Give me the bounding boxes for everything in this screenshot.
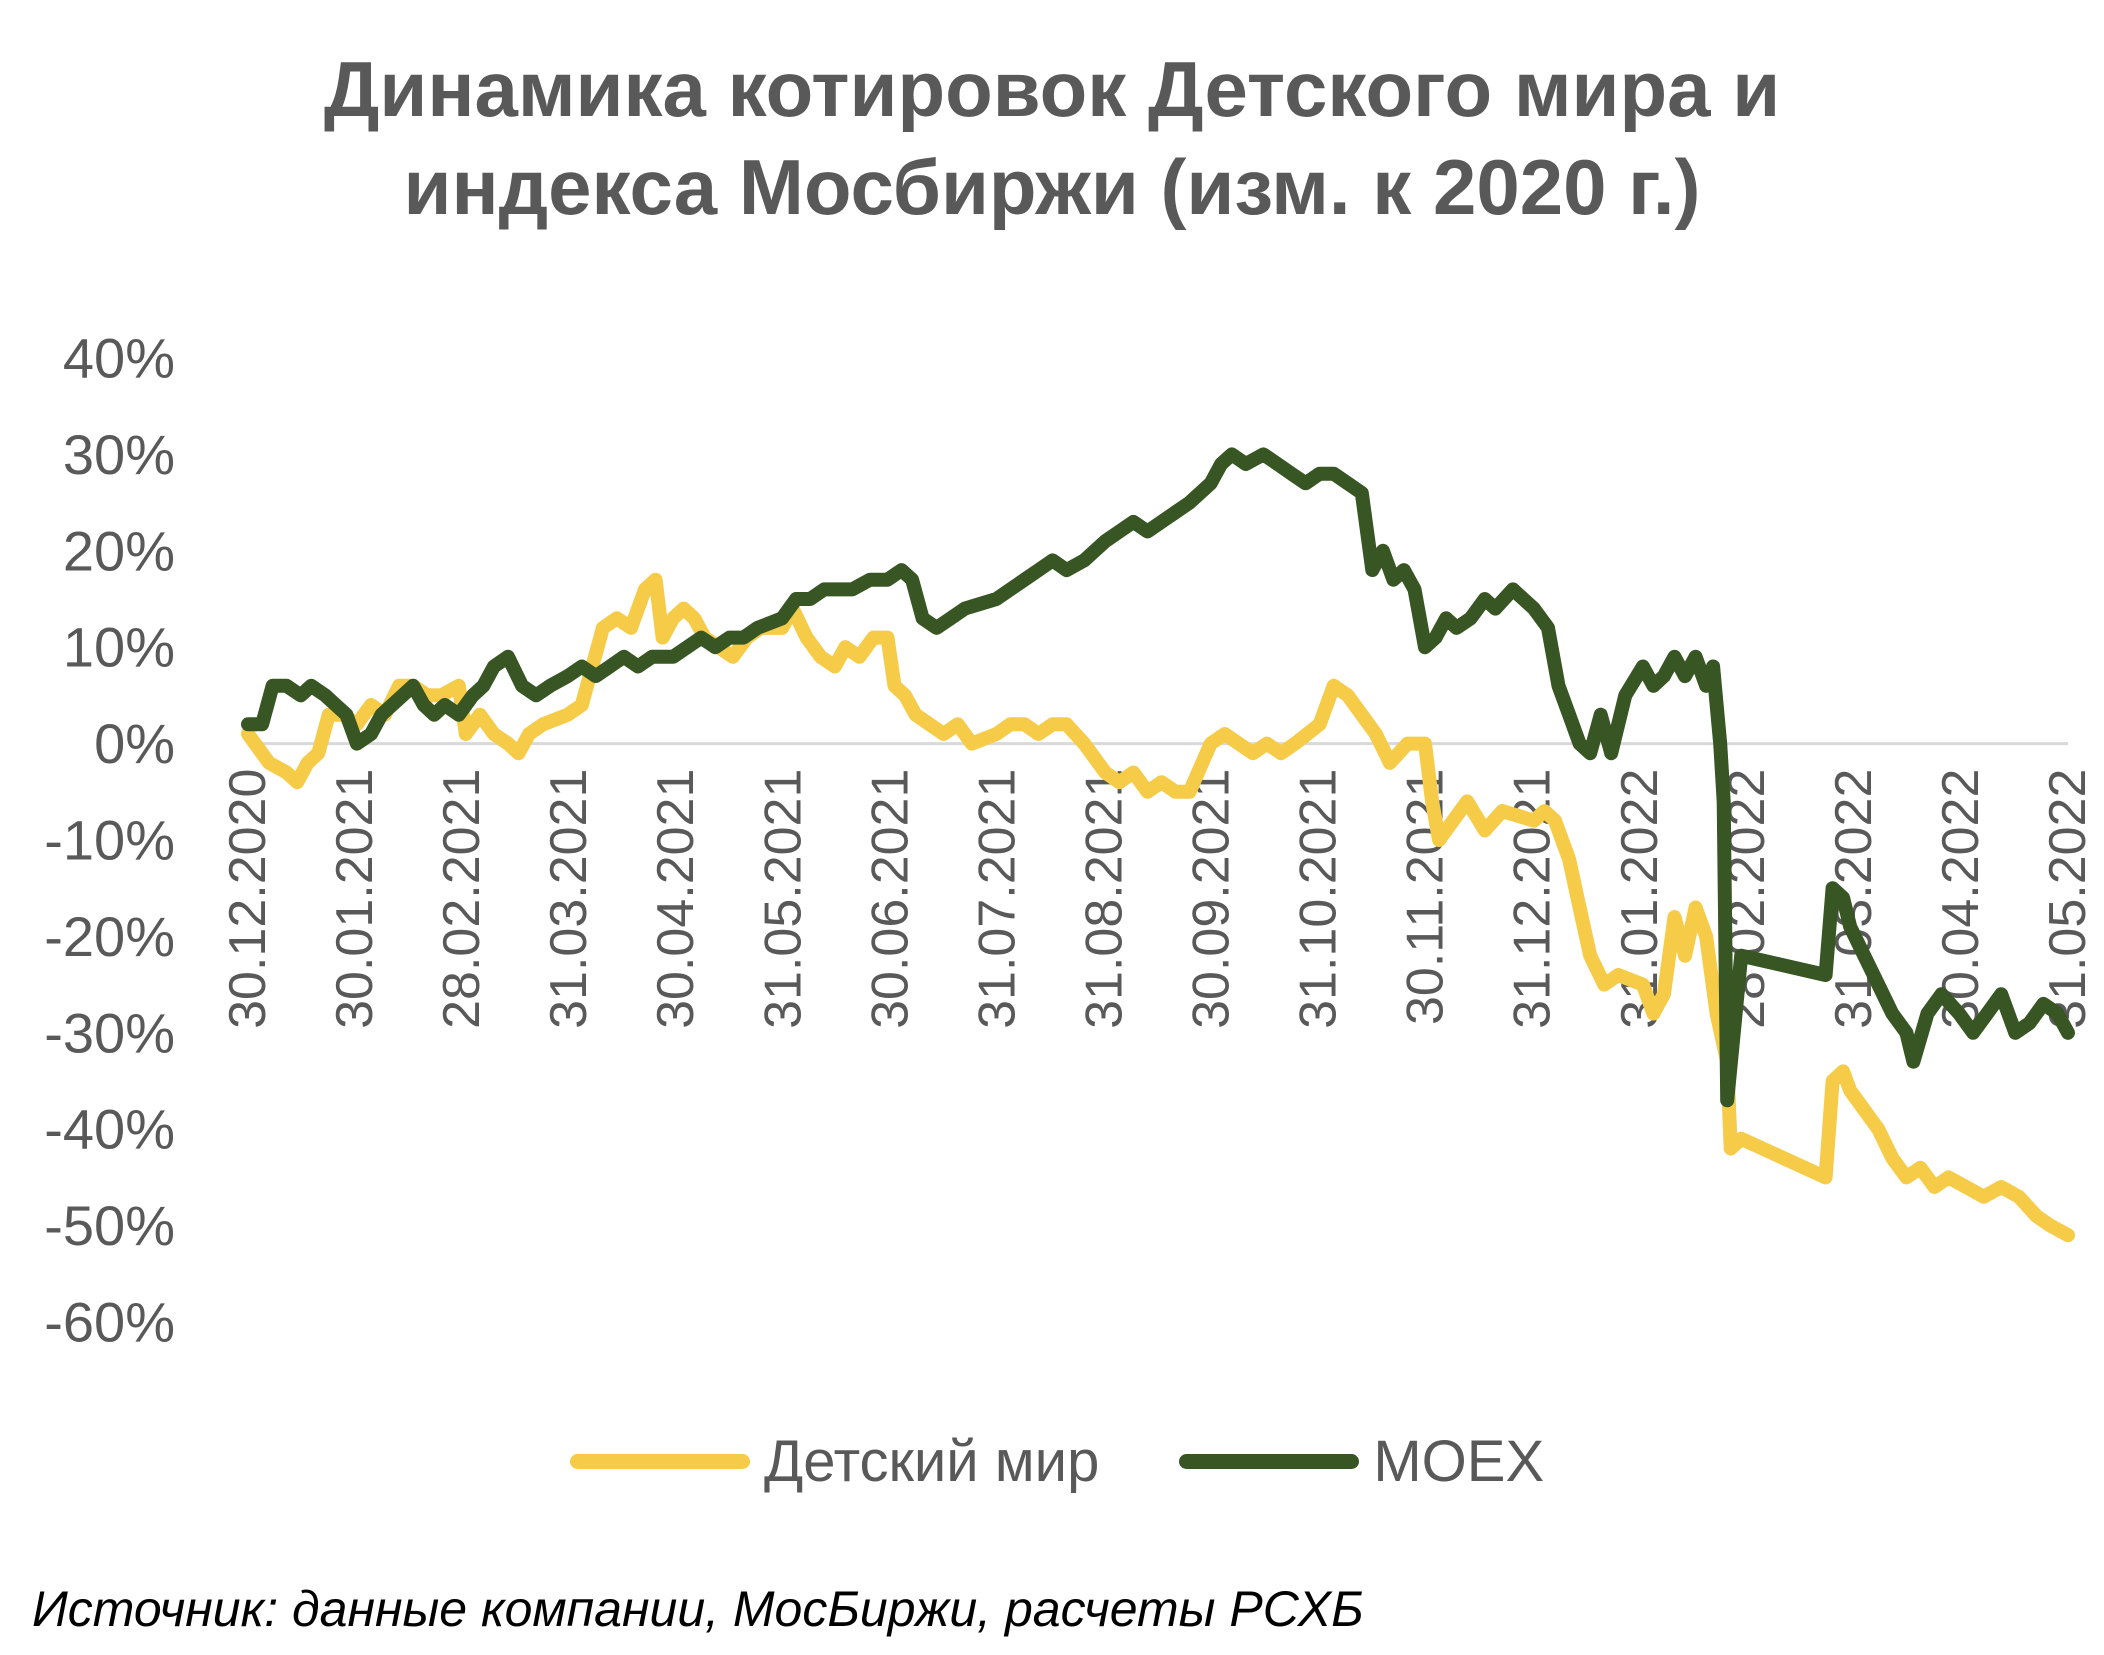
y-tick-label: 30% [63,423,175,486]
legend-label-detsky-mir: Детский мир [764,1429,1100,1494]
x-tick-label: 31.08.2021 [1075,769,1133,1029]
x-tick-label: 30.01.2021 [326,769,384,1029]
y-tick-label: 40% [63,327,175,390]
chart-title: Динамика котировок Детского мира и индек… [0,40,2104,236]
x-tick-label: 30.11.2021 [1397,769,1455,1025]
legend-item-detsky-mir: Детский мир [570,1428,1099,1495]
x-tick-label: 30.06.2021 [861,769,919,1029]
x-tick-label: 30.09.2021 [1183,769,1241,1029]
y-tick-label: -40% [44,1098,175,1161]
x-tick-label: 31.05.2022 [2039,769,2097,1029]
legend-item-moex: MOEX [1179,1428,1544,1495]
y-tick-label: -10% [44,809,175,872]
legend-swatch-detsky-mir [570,1454,750,1469]
x-tick-label: 31.05.2021 [754,769,812,1029]
y-tick-label: 20% [63,519,175,582]
series-layer [241,447,2075,1243]
x-tick-label: 30.04.2021 [647,769,705,1029]
y-tick-label: -60% [44,1291,175,1354]
source-note: Источник: данные компании, МосБиржи, рас… [32,1581,1364,1637]
legend-label-moex: MOEX [1373,1429,1545,1494]
line-chart: 40% 30% 20% 10% 0% -10% -20% -30% -40% -50% -60% 3… [44,327,2097,1354]
y-tick-label: -30% [44,1001,175,1064]
series-line-moex [241,447,2075,1108]
x-tick-label: 30.04.2022 [1932,769,1990,1029]
legend: Детский мир MOEX [570,1428,1624,1495]
x-axis: 30.12.2020 30.01.2021 28.02.2021 31.03.2021… [219,769,2097,1029]
legend-swatch-moex [1179,1454,1360,1469]
chart-title-line-2: индекса Мосбиржи (изм. к 2020 г.) [403,143,1701,231]
x-tick-label: 31.10.2021 [1290,769,1348,1029]
x-tick-label: 31.03.2021 [540,769,598,1029]
y-tick-label: 10% [63,616,175,679]
y-tick-label: -20% [44,905,175,968]
series-line-detsky-mir [241,572,2075,1243]
y-tick-label: 0% [94,712,175,775]
chart-title-line-1: Динамика котировок Детского мира и [323,45,1781,133]
x-tick-label: 28.02.2021 [433,769,491,1029]
y-axis: 40% 30% 20% 10% 0% -10% -20% -30% -40% -50% -60% [44,327,175,1354]
x-tick-label: 31.07.2021 [968,769,1026,1029]
x-tick-label: 30.12.2020 [219,769,277,1029]
y-tick-label: -50% [44,1194,175,1257]
